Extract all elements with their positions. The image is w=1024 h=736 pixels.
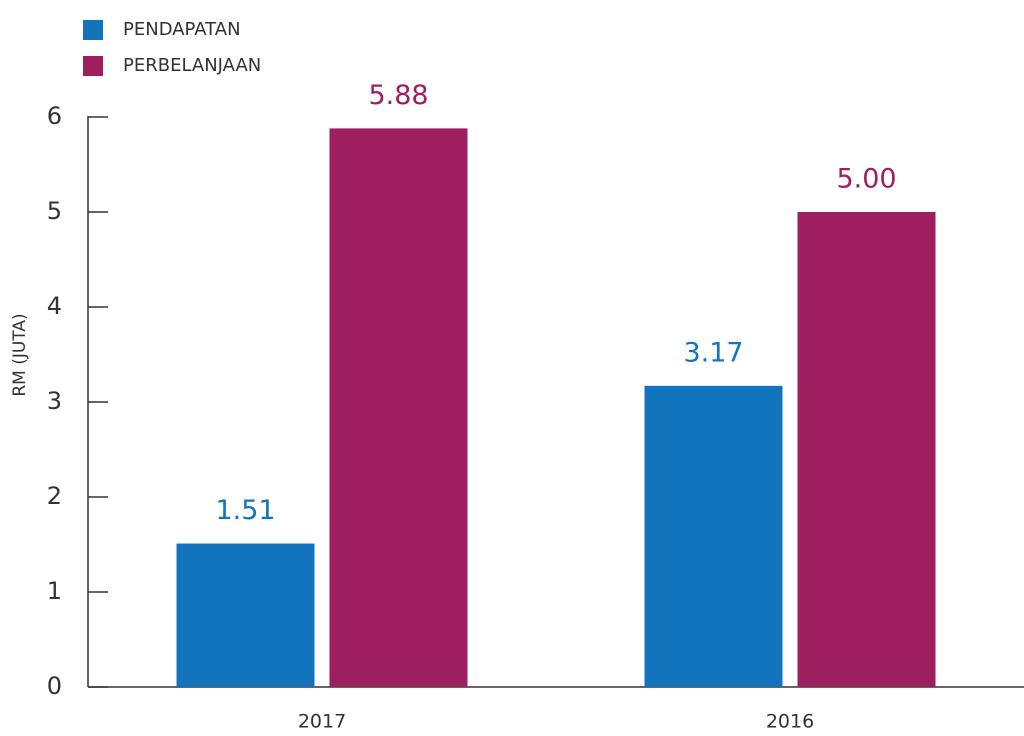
value-label: 5.00	[836, 164, 896, 195]
value-label: 3.17	[683, 337, 743, 368]
y-tick-label: 6	[47, 102, 62, 130]
x-tick-label: 2017	[298, 711, 346, 733]
y-tick-label: 4	[47, 292, 62, 320]
bar	[644, 385, 783, 687]
legend-swatch	[83, 20, 103, 40]
legend-label: PENDAPATAN	[123, 19, 241, 40]
y-tick-label: 5	[47, 197, 62, 225]
legend-swatch	[83, 56, 103, 76]
value-label: 5.88	[368, 80, 428, 111]
legend-label: PERBELANJAAN	[123, 55, 261, 76]
y-tick-label: 2	[47, 482, 62, 510]
value-label: 1.51	[215, 495, 275, 526]
y-tick-label: 1	[47, 577, 62, 605]
bar	[176, 543, 315, 687]
bar	[797, 212, 936, 687]
bar	[329, 128, 468, 687]
y-tick-label: 0	[47, 672, 62, 700]
x-tick-label: 2016	[766, 711, 814, 733]
y-tick-label: 3	[47, 387, 62, 415]
y-axis-label: RM (JUTA)	[10, 313, 30, 396]
